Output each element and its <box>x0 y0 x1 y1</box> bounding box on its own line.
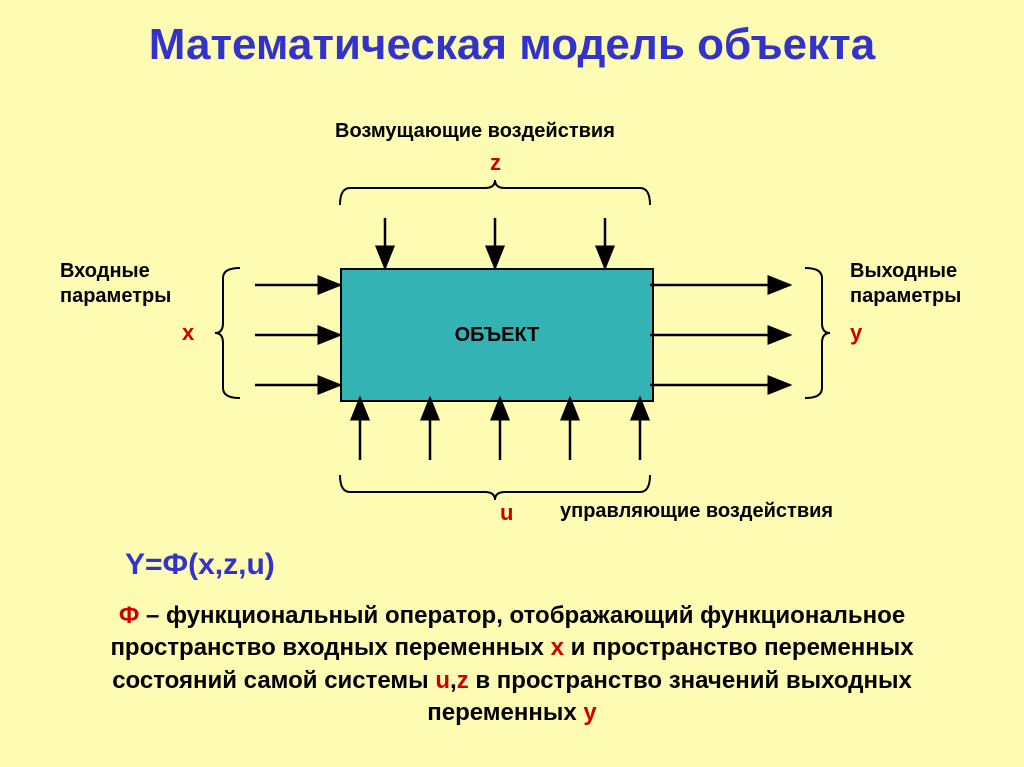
equation: Y=Ф(x,z,u) <box>125 548 275 582</box>
arrows-right <box>650 285 790 385</box>
arrows-bottom <box>360 398 640 460</box>
arrows-left <box>255 285 340 385</box>
description-text: Ф – функциональный оператор, отображающи… <box>62 600 962 730</box>
braces <box>215 180 830 500</box>
arrows-top <box>385 218 605 268</box>
slide-root: Математическая модель объекта Возмущающи… <box>0 0 1024 767</box>
